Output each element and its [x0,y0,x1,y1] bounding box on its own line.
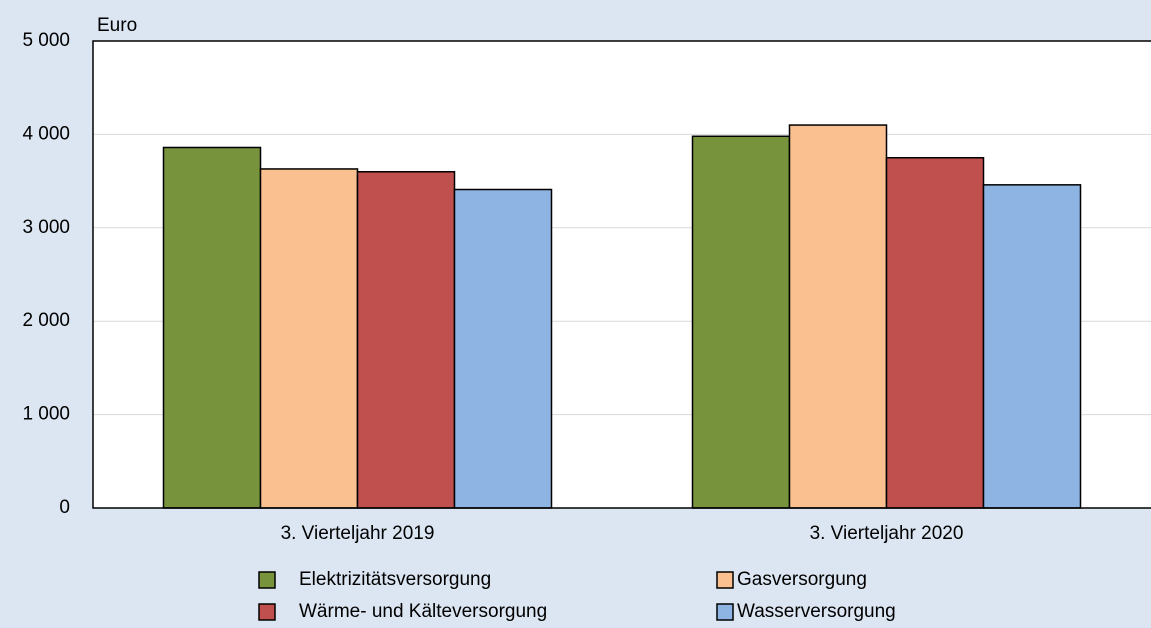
bar [691,135,791,509]
bar [162,146,262,509]
bar [259,168,359,509]
x-tick-label: 3. Vierteljahr 2019 [281,523,435,544]
x-tick-label: 3. Vierteljahr 2020 [810,523,964,544]
y-tick-label: 1 000 [22,404,70,425]
legend-label: Elektrizitätsversorgung [299,569,491,590]
plot-border [92,40,1151,509]
y-tick-label: 2 000 [22,310,70,331]
bar [982,184,1082,509]
bar [788,124,888,509]
y-tick-label: 4 000 [22,123,70,144]
y-axis-label: Euro [97,15,137,36]
legend-label: Wärme- und Kälteversorgung [299,601,547,622]
y-tick-label: 3 000 [22,217,70,238]
bar [453,188,553,509]
y-tick-label: 5 000 [22,30,70,51]
legend-swatch [258,571,276,589]
legend-swatch [258,603,276,621]
y-tick-label: 0 [59,497,70,518]
legend-swatch [716,603,734,621]
bar [356,171,456,509]
legend-label: Wasserversorgung [737,601,896,622]
bar [885,157,985,509]
legend-swatch [716,571,734,589]
legend-label: Gasversorgung [737,569,867,590]
